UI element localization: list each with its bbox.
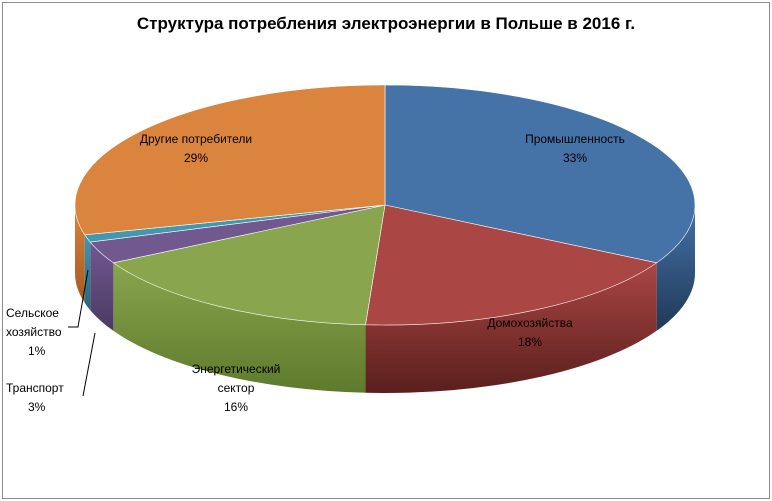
label-сельское: Сельское хозяйство 1%: [6, 306, 62, 358]
pie-side-транспорт: [90, 242, 114, 331]
pie-slice-энергетический: [112, 204, 386, 326]
label-транспорт: Транспорт 3%: [6, 381, 64, 414]
pie-side-энергетический: [113, 262, 366, 393]
pie-side-промышленность: [656, 205, 695, 331]
pie-side-домохозяйства: [365, 262, 657, 393]
label-домохозяйства: Домохозяйства 18%: [487, 316, 573, 349]
chart-title: Структура потребления электроэнергии в П…: [136, 14, 636, 33]
pie-slice-другие-потребители: [74, 84, 386, 236]
label-энергетический: Энергетический сектор 16%: [192, 362, 281, 414]
leader-line-транспорт: [82, 332, 96, 397]
pie-slice-домохозяйства: [365, 204, 658, 326]
pie-sides: [75, 205, 695, 393]
leader-line-сельское: [68, 269, 89, 328]
pie-top: [74, 84, 696, 326]
label-промышленность: Промышленность 33%: [525, 132, 625, 165]
label-другие-потребители: Другие потребители 29%: [140, 132, 252, 165]
pie-side-другие-потребители: [75, 205, 85, 303]
pie-slice-промышленность: [384, 84, 696, 264]
